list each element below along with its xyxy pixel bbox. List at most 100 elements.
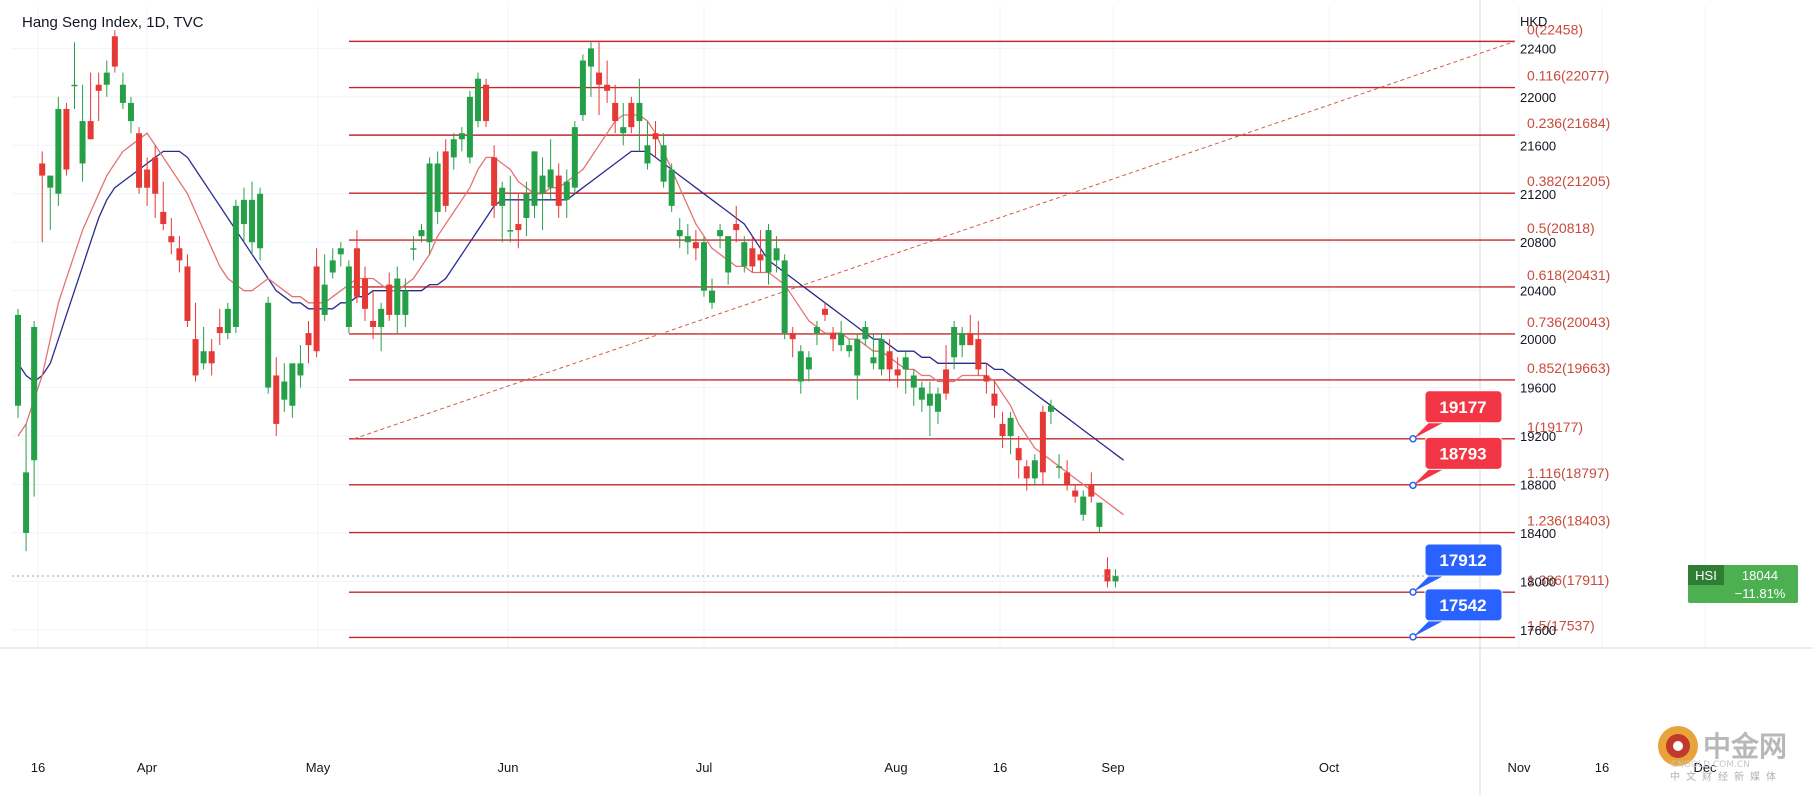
candle-body <box>781 260 788 334</box>
candle-body <box>491 157 498 206</box>
candle-body <box>450 139 457 158</box>
candle-body <box>63 108 70 170</box>
callout-anchor <box>1409 633 1417 641</box>
candle-body <box>200 351 207 364</box>
x-tick-label: Oct <box>1319 760 1340 775</box>
candle-body <box>168 236 175 243</box>
candle-body <box>378 308 385 327</box>
x-tick-label: 16 <box>993 760 1007 775</box>
candle-body <box>434 163 441 212</box>
callout-pointer <box>1413 618 1447 637</box>
candle-body <box>991 393 998 406</box>
candle-body <box>975 339 982 370</box>
candle-body <box>410 248 417 250</box>
callout-anchor <box>1409 435 1417 443</box>
callout-label: 19177 <box>1439 398 1486 417</box>
fib-level-label: 0.618(20431) <box>1527 267 1610 283</box>
candle-body <box>55 108 62 194</box>
candle-body <box>249 199 256 243</box>
candle-body <box>1080 496 1087 515</box>
logo-tagline: 中文财经新媒体 <box>1670 772 1782 783</box>
candle-body <box>757 254 764 261</box>
candle-body <box>313 266 320 352</box>
callout-layer: HSI 18044 −11.81% 19177 18793 17912 17542 <box>12 390 1798 641</box>
fib-level-label: 0(22458) <box>1527 21 1583 37</box>
logo-main-text: 中金网 <box>1703 730 1788 763</box>
x-tick-label: Nov <box>1507 760 1531 775</box>
moving-average-slow <box>17 150 1124 461</box>
candle-body <box>700 242 707 291</box>
candle-body <box>596 72 603 85</box>
last-price-change: −11.81% <box>1735 586 1786 601</box>
candle-body <box>176 248 183 261</box>
y-tick-label: 19600 <box>1520 381 1556 396</box>
candle-body <box>71 84 78 87</box>
candle-body <box>152 157 159 194</box>
fib-level-label: 0.852(19663) <box>1527 360 1610 376</box>
candle-body <box>676 230 683 237</box>
symbol-tag <box>1688 565 1724 586</box>
candle-body <box>483 84 490 122</box>
candle-body <box>830 333 837 340</box>
candle-body <box>846 345 853 352</box>
chart-title: Hang Seng Index, 1D, TVC <box>22 14 204 31</box>
candle-body <box>902 357 909 370</box>
callout-anchor <box>1409 481 1417 490</box>
candle-body <box>418 230 425 237</box>
candle-body <box>394 278 401 315</box>
y-tick-label: 20400 <box>1520 284 1556 299</box>
candle-body <box>136 133 143 188</box>
candle-body <box>208 351 215 364</box>
candle-body <box>119 84 126 103</box>
x-tick-label: Jul <box>696 760 713 775</box>
x-tick-label: Dec <box>1693 760 1717 775</box>
callout-label: 17912 <box>1439 551 1486 570</box>
moving-average-fast <box>17 114 1124 516</box>
symbol-label: HSI <box>1695 568 1717 583</box>
candle-body <box>15 314 21 406</box>
candle-body <box>353 248 360 297</box>
candle-body <box>571 127 578 188</box>
y-tick-label: 18400 <box>1520 526 1556 541</box>
candle-body <box>466 96 473 158</box>
candle-body <box>127 102 134 122</box>
candle-body <box>1056 466 1063 468</box>
candle-body <box>281 381 288 400</box>
candle-body <box>144 169 151 188</box>
candle-body <box>918 387 925 400</box>
candle-body <box>773 248 780 261</box>
x-tick-label: Jun <box>498 760 519 775</box>
candle-body <box>628 102 635 128</box>
callout-anchor <box>1409 588 1417 596</box>
candle-body <box>1112 576 1119 582</box>
candle-body <box>345 266 352 327</box>
candle-layer <box>15 30 1119 588</box>
candle-body <box>749 248 756 267</box>
candle-body <box>822 308 828 315</box>
candle-body <box>862 327 869 340</box>
candle-body <box>216 327 223 334</box>
candle-body <box>273 375 280 424</box>
fib-trend-line <box>353 40 1516 440</box>
candle-body <box>192 339 199 376</box>
candle-body <box>983 375 990 382</box>
candle-body <box>886 351 893 370</box>
fib-level-label: 0.116(22077) <box>1527 68 1609 84</box>
candle-body <box>499 187 506 206</box>
y-tick-label: 21600 <box>1520 138 1556 153</box>
candle-body <box>813 327 820 334</box>
candle-body <box>523 193 530 218</box>
y-tick-label: 18000 <box>1520 574 1556 589</box>
candle-body <box>305 333 312 346</box>
candle-body <box>1047 405 1054 412</box>
candle-body <box>943 369 950 394</box>
candle-body <box>999 423 1006 437</box>
fib-level-label: 1(19177) <box>1527 419 1583 435</box>
x-tick-label: Apr <box>137 760 158 775</box>
candle-body <box>240 199 247 225</box>
price-callout-box <box>1424 588 1503 622</box>
candle-body <box>1088 484 1095 497</box>
candle-body <box>644 145 651 164</box>
